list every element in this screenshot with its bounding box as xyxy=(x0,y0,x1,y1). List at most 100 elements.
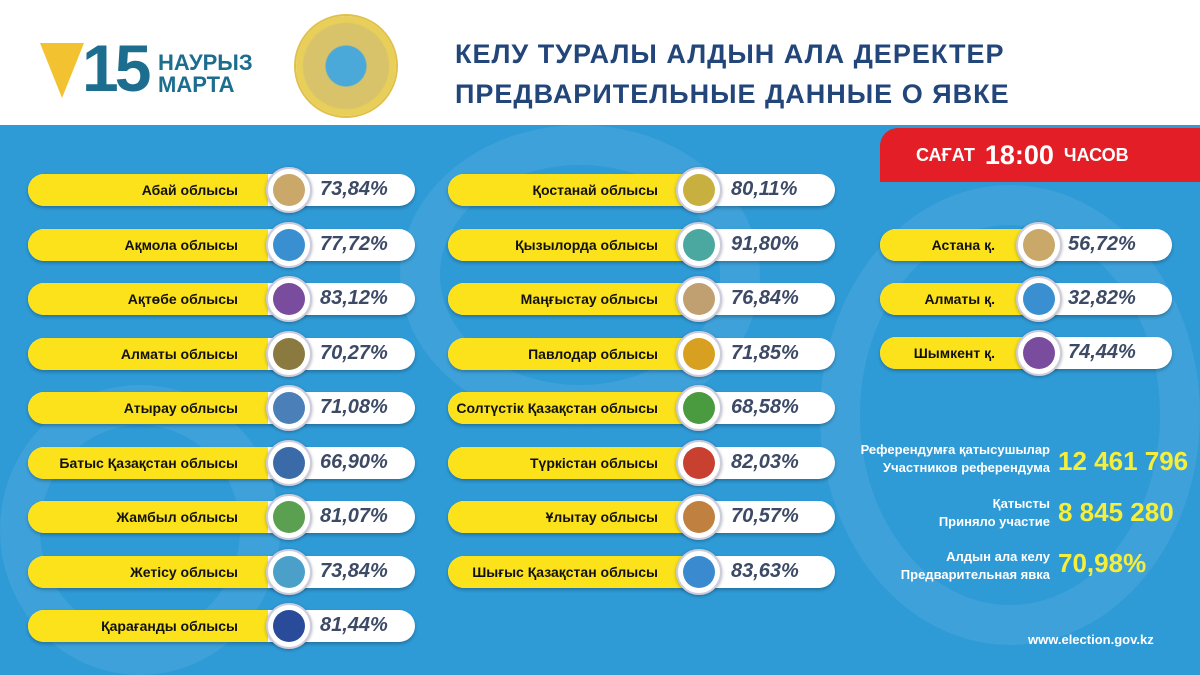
region-name: Атырау облысы xyxy=(28,392,268,424)
pavlodar-emblem-icon xyxy=(676,330,722,377)
month-kz: НАУРЫЗ xyxy=(158,50,253,75)
referendum-date-logo: 15 НАУРЫЗ МАРТА xyxy=(40,31,260,108)
city-row: Алматы қ. 32,82% xyxy=(880,276,1172,322)
turnout-percent: 70,57% xyxy=(731,505,799,527)
region-name: Маңғыстау облысы xyxy=(448,283,688,315)
kyzylorda-emblem-icon xyxy=(676,221,722,268)
kostanay-emblem-icon xyxy=(676,167,722,213)
region-name: Шығыс Қазақстан облысы xyxy=(448,555,688,588)
region-row: Түркістан облысы 82,03% xyxy=(448,439,835,486)
region-row: Қостанай облысы 80,11% xyxy=(448,167,835,213)
stat-participants-value: 12 461 796 xyxy=(1058,446,1189,476)
label-ru: Участников референдума xyxy=(883,460,1050,475)
turnout-percent: 71,85% xyxy=(731,341,799,364)
region-name: Алматы облысы xyxy=(28,337,268,370)
turkistan-emblem-icon xyxy=(676,439,722,486)
region-name: Солтүстік Қазақстан облысы xyxy=(448,392,688,424)
turnout-percent: 66,90% xyxy=(320,450,388,473)
region-row: Атырау облысы 71,08% xyxy=(28,385,415,431)
turnout-percent: 74,44% xyxy=(1068,341,1136,363)
turnout-percent: 56,72% xyxy=(1068,233,1136,255)
turnout-percent: 73,84% xyxy=(320,178,388,200)
region-name: Түркістан облысы xyxy=(448,446,688,479)
election-commission-seal xyxy=(296,16,396,116)
region-row: Алматы облысы 70,27% xyxy=(28,330,415,377)
region-name: Батыс Қазақстан облысы xyxy=(28,446,268,479)
aqmola-logo-icon xyxy=(266,221,312,268)
region-name: Ақмола облысы xyxy=(28,228,268,261)
region-name: Жетісу облысы xyxy=(28,555,268,588)
city-name: Алматы қ. xyxy=(880,283,1025,315)
region-row: Жетісу облысы 73,84% xyxy=(28,548,415,595)
label-kz: Референдумға қатысушылар xyxy=(860,442,1050,457)
region-row: Абай облысы 73,84% xyxy=(28,167,415,213)
turnout-percent: 91,80% xyxy=(731,232,799,255)
region-row: Ақмола облысы 77,72% xyxy=(28,221,415,268)
turnout-percent: 71,08% xyxy=(320,396,388,418)
title-kz: КЕЛУ ТУРАЛЫ АЛДЫН АЛА ДЕРЕКТЕР xyxy=(455,39,1005,69)
city-name: Шымкент қ. xyxy=(880,337,1025,369)
label-kz: Қатысты xyxy=(992,496,1050,511)
region-row: Солтүстік Қазақстан облысы 68,58% xyxy=(448,385,835,431)
stat-voted-value: 8 845 280 xyxy=(1058,497,1174,527)
almaty-city-emblem-icon xyxy=(1016,276,1062,322)
region-name: Абай облысы xyxy=(28,174,268,206)
region-name: Ұлытау облысы xyxy=(448,501,688,533)
turnout-percent: 83,63% xyxy=(731,559,799,582)
label-ru: Приняло участие xyxy=(938,514,1050,529)
turnout-percent: 73,84% xyxy=(320,559,388,582)
region-row: Маңғыстау облысы 76,84% xyxy=(448,276,835,322)
time-suffix: ЧАСОВ xyxy=(1063,144,1129,165)
region-row: Ақтөбе облысы 83,12% xyxy=(28,276,415,322)
region-name: Қарағанды облысы xyxy=(28,610,268,642)
shymkent-logo-icon xyxy=(1016,330,1062,376)
north-kz-emblem-icon xyxy=(676,385,722,431)
time-prefix: САҒАТ xyxy=(916,144,975,165)
header: 15 НАУРЫЗ МАРТА КЕЛУ ТУРАЛЫ АЛДЫН АЛА ДЕР… xyxy=(0,0,1200,125)
turnout-percent: 82,03% xyxy=(731,450,799,473)
turnout-percent: 70,27% xyxy=(320,341,388,364)
region-name: Жамбыл облысы xyxy=(28,501,268,533)
east-kz-emblem-icon xyxy=(676,548,722,595)
aktobe-logo-icon xyxy=(266,276,312,322)
label-ru: Предварительная явка xyxy=(900,567,1050,582)
region-name: Қызылорда облысы xyxy=(448,228,688,261)
region-row: Жамбыл облысы 81,07% xyxy=(28,494,415,540)
ulytau-logo-icon xyxy=(676,494,722,540)
zhetisu-emblem-icon xyxy=(266,548,312,595)
region-name: Павлодар облысы xyxy=(448,337,688,370)
region-row: Ұлытау облысы 70,57% xyxy=(448,494,835,540)
turnout-percent: 80,11% xyxy=(731,178,798,200)
month-ru: МАРТА xyxy=(158,72,235,97)
region-row: Қызылорда облысы 91,80% xyxy=(448,221,835,268)
stat-voted-label: Қатысты Приняло участие xyxy=(939,495,1050,531)
time-value: 18:00 xyxy=(984,139,1054,170)
date-day: 15 xyxy=(82,31,151,105)
time-badge: САҒАТ 18:00 ЧАСОВ xyxy=(880,128,1200,182)
region-name: Қостанай облысы xyxy=(448,174,688,206)
region-row: Батыс Қазақстан облысы 66,90% xyxy=(28,439,415,486)
zhambyl-emblem-icon xyxy=(266,494,312,540)
abai-logo-icon xyxy=(266,167,312,213)
west-kz-emblem-icon xyxy=(266,439,312,486)
atyrau-logo-icon xyxy=(266,385,312,431)
turnout-percent: 76,84% xyxy=(731,287,799,309)
region-row: Павлодар облысы 71,85% xyxy=(448,330,835,377)
astana-emblem-icon xyxy=(1016,222,1062,268)
stat-turnout-label: Алдын ала келу Предварительная явка xyxy=(901,548,1050,584)
turnout-percent: 32,82% xyxy=(1068,287,1136,309)
stat-turnout-value: 70,98% xyxy=(1058,548,1147,578)
label-kz: Алдын ала келу xyxy=(946,549,1050,564)
turnout-percent: 77,72% xyxy=(320,232,388,255)
website-link[interactable]: www.election.gov.kz xyxy=(1028,632,1154,647)
region-row: Шығыс Қазақстан облысы 83,63% xyxy=(448,548,835,595)
turnout-percent: 81,44% xyxy=(320,614,388,636)
turnout-percent: 68,58% xyxy=(731,396,799,418)
turnout-percent: 83,12% xyxy=(320,287,388,309)
mangystau-emblem-icon xyxy=(676,276,722,322)
page-title: КЕЛУ ТУРАЛЫ АЛДЫН АЛА ДЕРЕКТЕР ПРЕДВАРИТ… xyxy=(455,34,1010,114)
turnout-percent: 81,07% xyxy=(320,505,388,527)
city-name: Астана қ. xyxy=(880,229,1025,261)
almaty-region-emblem-icon xyxy=(266,330,312,377)
stat-participants-label: Референдумға қатысушылар Участников рефер… xyxy=(861,441,1050,477)
